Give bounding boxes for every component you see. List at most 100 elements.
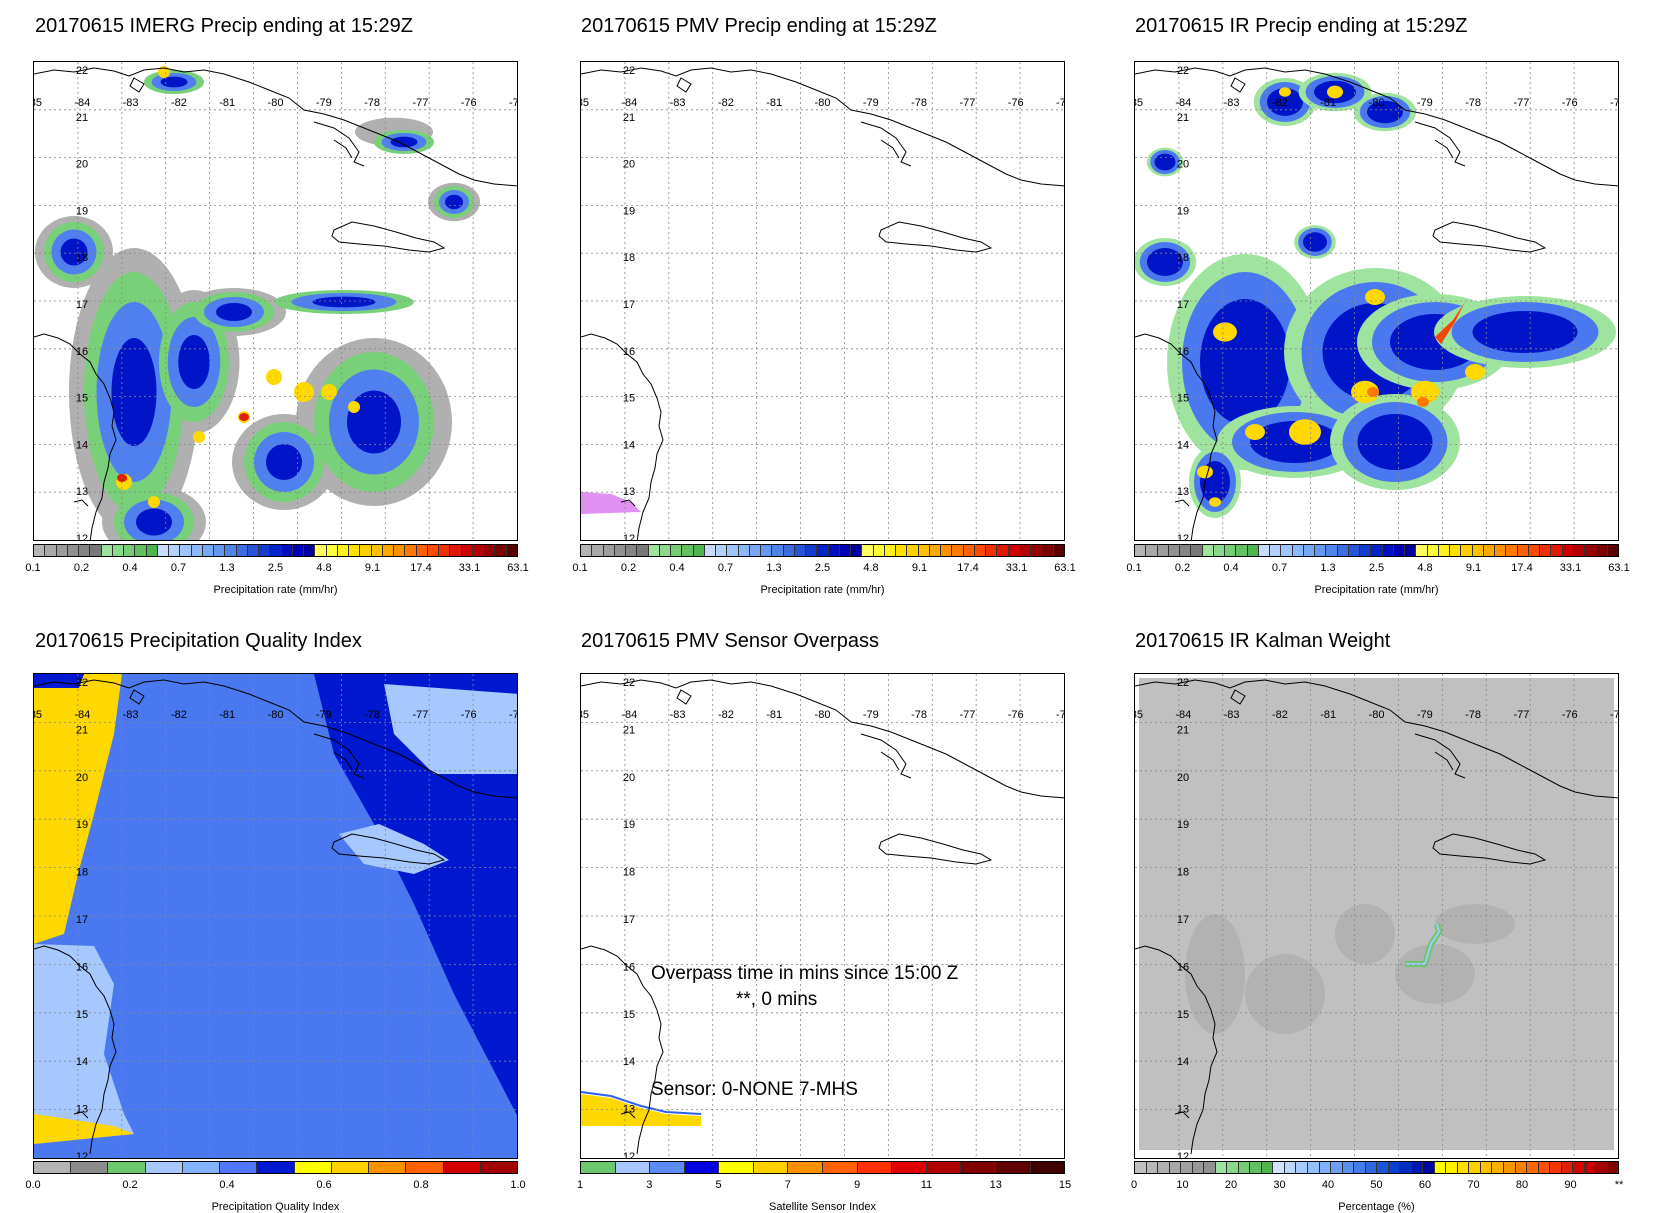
colorbar-swatch: [857, 1162, 893, 1173]
colorbar-tick-label: 0: [1130, 1179, 1138, 1191]
precip-cell: [347, 390, 401, 454]
lon-label: -80: [815, 97, 831, 109]
colorbar-swatch: [1326, 545, 1338, 556]
lon-label: -82: [1272, 97, 1288, 109]
coastline: [1414, 733, 1466, 779]
colorbar-swatch: [794, 545, 806, 556]
colorbar-swatch: [648, 545, 660, 556]
coastline: [581, 67, 1064, 187]
lat-label: 12: [76, 533, 88, 540]
precip-cell: [1411, 380, 1439, 404]
colorbar-swatch: [1427, 545, 1439, 556]
colorbar-swatch: [926, 1162, 962, 1173]
coastline: [73, 1111, 89, 1119]
colorbar-swatch: [1504, 1162, 1516, 1173]
map-pmv-precip[interactable]: -85 -84 -83 -82 -81 -80 -79 -78 -77 -76 -75 22 21 20 1…: [580, 61, 1065, 541]
colorbar-swatch: [202, 545, 214, 556]
colorbar-swatch: [1562, 545, 1574, 556]
colorbar-tick-label: 2.5: [1368, 562, 1385, 574]
precip-cell: [348, 401, 360, 413]
colorbar-swatch: [1008, 545, 1020, 556]
colorbar-tick-label: 0.4: [122, 562, 138, 574]
lon-label: -85: [1135, 709, 1143, 721]
precip-cell: [60, 238, 88, 266]
precip-cell: [111, 338, 157, 446]
colorbar-swatch: [225, 545, 237, 556]
lon-label: -76: [461, 709, 477, 721]
colorbar-swatch: [963, 545, 975, 556]
colorbar-swatch: [349, 545, 361, 556]
lon-label: -78: [911, 97, 927, 109]
lon-label: -77: [1513, 97, 1529, 109]
pmv-swath: [581, 492, 641, 514]
coastline: [1230, 77, 1246, 93]
panel-quality-index: 20170615 Precipitation Quality Index -85…: [0, 612, 560, 1213]
precip-cell: [1417, 397, 1429, 407]
colorbar-tick-label: 4.8: [316, 562, 332, 574]
colorbar-swatch: [257, 1162, 295, 1173]
precip-cell: [1465, 364, 1485, 380]
lon-label: -76: [1562, 709, 1578, 721]
lat-label: 19: [76, 819, 88, 831]
map-quality-index[interactable]: -85 -84 -83 -82 -81 -80 -79 -78 -77 -76 -75 22 21 20 1…: [33, 673, 518, 1159]
lat-label: 22: [76, 677, 88, 689]
lon-label: -78: [364, 709, 380, 721]
colorbar-swatch: [1192, 1162, 1205, 1173]
precip-cell: [1351, 380, 1379, 404]
colorbar-tick-label: 0.1: [25, 562, 41, 574]
lon-label: -78: [364, 97, 380, 109]
precip-cell: [1327, 85, 1343, 99]
precip-cell: [321, 384, 337, 400]
coastline: [333, 751, 353, 771]
colorbar-tick-label: 0.4: [1223, 562, 1239, 574]
colorbar-tick-label: 7: [784, 1179, 791, 1191]
colorbar-swatch: [1292, 545, 1304, 556]
panel-title: 20170615 PMV Sensor Overpass: [581, 630, 879, 652]
colorbar-swatch: [1307, 1162, 1320, 1173]
colorbar-swatch: [907, 545, 919, 556]
lon-label: -84: [1175, 709, 1191, 721]
colorbar-swatch: [1303, 545, 1315, 556]
lon-label: -79: [863, 97, 879, 109]
precip-cell: [1303, 232, 1327, 252]
colorbar-swatch: [892, 1162, 927, 1173]
colorbar-swatch: [315, 545, 327, 556]
lon-label: -81: [766, 709, 782, 721]
lat-label: 14: [1177, 439, 1189, 451]
colorbar-tick-label: 63.1: [507, 562, 529, 574]
map-sensor-overpass[interactable]: -85 -84 -83 -82 -81 -80 -79 -78 -77 -76 -75 22 21 20 1…: [580, 673, 1065, 1159]
lon-label: -75: [1056, 709, 1064, 721]
lon-label: -76: [461, 97, 477, 109]
colorbar-swatch: [294, 1162, 332, 1173]
colorbar-tick-label: 0.4: [669, 562, 685, 574]
colorbar-label: Precipitation rate (mm/hr): [760, 584, 885, 596]
map-imerg[interactable]: -85 -84 -83 -82 -81 -80 -79 -78 -77 -76 -75 22 21 20 1…: [33, 61, 518, 541]
colorbar-tick-label: 0.2: [620, 562, 637, 574]
colorbar-quality: [33, 1161, 518, 1174]
coastline: [331, 221, 446, 253]
colorbar-swatch: [71, 1162, 109, 1173]
map-kalman-weight[interactable]: -85 -84 -83 -82 -81 -80 -79 -78 -77 -76 -75 22 21 20 1…: [1134, 673, 1619, 1159]
coastline: [129, 77, 145, 93]
colorbar-swatch: [1573, 545, 1585, 556]
colorbar-swatch: [1213, 545, 1225, 556]
colorbar-swatch: [1191, 545, 1203, 556]
colorbar-swatch: [236, 545, 248, 556]
colorbar-swatch: [1258, 545, 1270, 556]
colorbar-swatch: [1204, 1162, 1216, 1173]
colorbar-swatch: [1495, 545, 1507, 556]
coastline: [620, 1111, 636, 1119]
lat-label: 21: [623, 112, 635, 124]
lat-label: 14: [623, 1056, 635, 1068]
colorbar-swatch: [806, 545, 818, 556]
kalman-shade: [1245, 954, 1325, 1034]
colorbar-tick-label: 1.3: [219, 562, 235, 574]
colorbar-tick-label: 0.2: [122, 1179, 138, 1191]
colorbar-tick-label: 9.1: [911, 562, 928, 574]
precip-cell: [1357, 414, 1433, 470]
colorbar-tick-label: 50: [1370, 1179, 1383, 1191]
lat-label: 22: [76, 65, 88, 77]
colorbar-swatch: [1030, 1162, 1065, 1173]
map-ir-precip[interactable]: -85 -84 -83 -82 -81 -80 -79 -78 -77 -76 -75 22 21 20 1…: [1134, 61, 1619, 541]
lat-label: 20: [76, 772, 88, 784]
